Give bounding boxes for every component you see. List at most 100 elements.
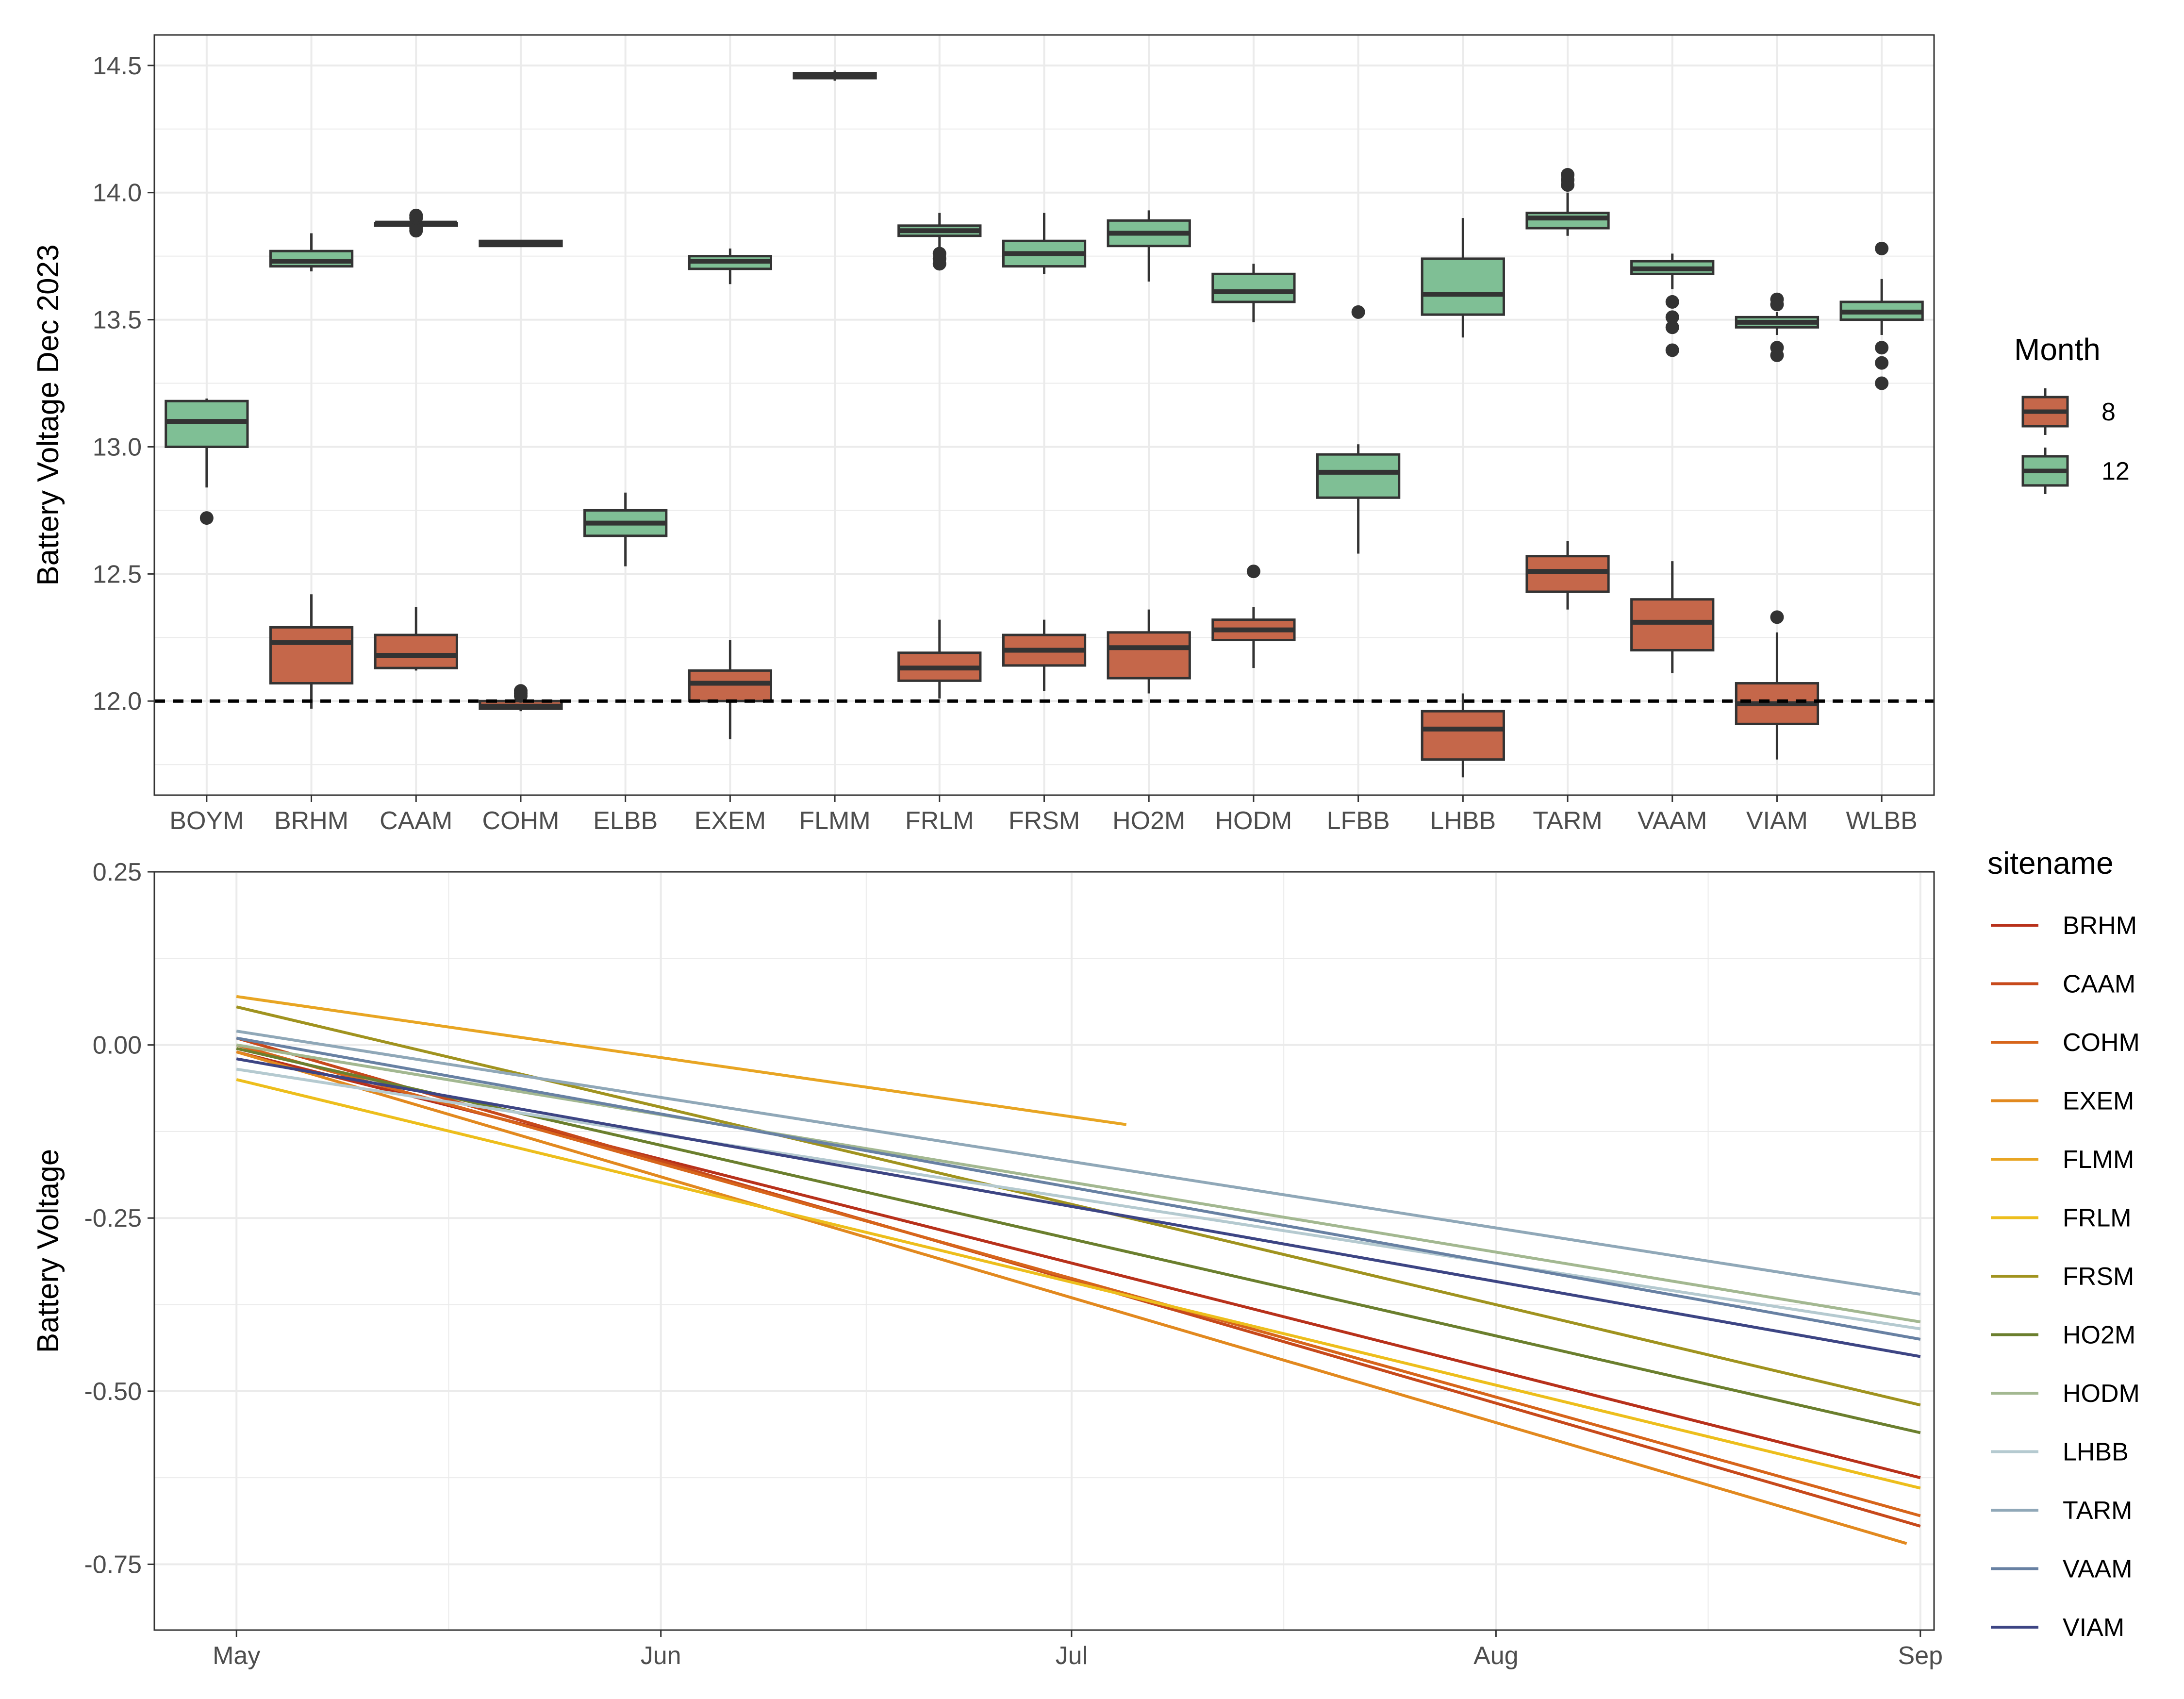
box-frlm-month-8 bbox=[897, 619, 982, 699]
x-tick-label-exem: EXEM bbox=[695, 807, 766, 835]
box-lfbb-month-12 bbox=[1316, 305, 1401, 554]
x-tick-label-elbb: ELBB bbox=[593, 807, 658, 835]
box-tarm-month-8 bbox=[1525, 541, 1610, 610]
x-tick-label-viam: VIAM bbox=[1746, 807, 1808, 835]
box-iqr bbox=[374, 633, 458, 669]
line-y-axis-title: Battery Voltage bbox=[32, 1149, 65, 1353]
box-iqr bbox=[1525, 212, 1610, 230]
outlier-point bbox=[1351, 305, 1365, 319]
box-iqr bbox=[1421, 710, 1505, 761]
series-line-frsm bbox=[236, 1005, 1921, 1407]
legend-label: FRSM bbox=[2063, 1263, 2134, 1291]
x-tick-label-brhm: BRHM bbox=[274, 807, 348, 835]
outlier-point bbox=[1770, 341, 1784, 355]
line-plot-area bbox=[154, 872, 1934, 1630]
box-vaam-month-12 bbox=[1630, 253, 1715, 357]
box-brhm-month-8 bbox=[269, 594, 354, 709]
legend-key-cohm: COHM bbox=[1991, 1029, 2140, 1057]
outlier-point bbox=[1246, 565, 1260, 579]
month-legend-title: Month bbox=[2014, 332, 2101, 367]
legend-label: CAAM bbox=[2063, 970, 2135, 999]
legend-key-flmm: FLMM bbox=[1991, 1146, 2134, 1174]
legend-key-exem: EXEM bbox=[1991, 1087, 2134, 1116]
box-ho2m-month-12 bbox=[1107, 210, 1191, 282]
y-tick-label: 14.5 bbox=[93, 52, 142, 80]
box-frsm-month-8 bbox=[1002, 619, 1087, 691]
y-tick-label: -0.50 bbox=[84, 1378, 142, 1406]
series-line-caam bbox=[236, 1036, 1921, 1528]
x-tick-label-wlbb: WLBB bbox=[1846, 807, 1917, 835]
legend-label: HO2M bbox=[2063, 1321, 2135, 1349]
box-frlm-month-12 bbox=[897, 213, 982, 271]
x-tick-label-lhbb: LHBB bbox=[1430, 807, 1496, 835]
line-y-axis-ticks: 0.25 0.00 -0.25 -0.50 -0.75 bbox=[84, 858, 154, 1579]
legend-key-month-8: 8 bbox=[2021, 388, 2116, 435]
outlier-point bbox=[1875, 241, 1889, 255]
x-tick-label-lfbb: LFBB bbox=[1327, 807, 1390, 835]
y-tick-label: 14.0 bbox=[93, 179, 142, 207]
y-tick-label: 13.5 bbox=[93, 306, 142, 334]
legend-key-month-12: 12 bbox=[2021, 448, 2130, 494]
box-exem-month-12 bbox=[688, 248, 773, 284]
outlier-point bbox=[1770, 292, 1784, 306]
box-ho2m-month-8 bbox=[1107, 609, 1191, 694]
month-legend: Month 8 12 bbox=[2014, 332, 2130, 494]
sitename-legend: sitename BRHM CAAM COHM EXEM FLMM FRLM FRSM HO2… bbox=[1987, 846, 2140, 1642]
box-iqr bbox=[269, 626, 354, 685]
legend-label: BRHM bbox=[2063, 912, 2137, 940]
box-elbb-month-12 bbox=[583, 492, 668, 566]
x-tick-label-jun: Jun bbox=[641, 1642, 681, 1670]
x-tick-label-ho2m: HO2M bbox=[1112, 807, 1185, 835]
legend-label: VIAM bbox=[2063, 1614, 2124, 1642]
legend-label: EXEM bbox=[2063, 1087, 2134, 1116]
outlier-point bbox=[1770, 610, 1784, 624]
box-iqr bbox=[1211, 272, 1296, 303]
legend-key-frsm: FRSM bbox=[1991, 1263, 2134, 1291]
x-tick-label-frlm: FRLM bbox=[905, 807, 974, 835]
box-tarm-month-12 bbox=[1525, 168, 1610, 236]
legend-key-hodm: HODM bbox=[1991, 1380, 2140, 1408]
boxplot-y-axis-ticks: 12.0 12.5 13.0 13.5 14.0 14.5 bbox=[93, 52, 154, 716]
boxplot-boxes bbox=[165, 70, 1924, 778]
legend-key-lhbb: LHBB bbox=[1991, 1438, 2129, 1466]
box-exem-month-8 bbox=[688, 640, 773, 739]
box-iqr bbox=[1316, 453, 1401, 499]
legend-label: VAAM bbox=[2063, 1555, 2133, 1583]
legend-label: LHBB bbox=[2063, 1438, 2129, 1466]
series-line-frlm bbox=[236, 1078, 1921, 1490]
series-line-hodm bbox=[236, 1043, 1921, 1324]
legend-label: 8 bbox=[2101, 398, 2116, 426]
y-tick-label: -0.75 bbox=[84, 1550, 142, 1579]
y-tick-label: -0.25 bbox=[84, 1204, 142, 1233]
series-line-viam bbox=[236, 1057, 1921, 1358]
box-caam-month-12 bbox=[374, 208, 458, 238]
series-line-lhbb bbox=[236, 1067, 1921, 1331]
box-cohm-month-12 bbox=[479, 239, 563, 248]
x-tick-label-aug: Aug bbox=[1473, 1642, 1519, 1670]
box-iqr bbox=[688, 669, 773, 702]
box-iqr bbox=[1630, 598, 1715, 651]
legend-key-caam: CAAM bbox=[1991, 970, 2135, 999]
box-wlbb-month-12 bbox=[1839, 241, 1924, 390]
box-iqr bbox=[1525, 555, 1610, 593]
x-tick-label-sep: Sep bbox=[1898, 1642, 1943, 1670]
outlier-point bbox=[1665, 310, 1679, 324]
line-x-axis-ticks: May Jun Jul Aug Sep bbox=[213, 1630, 1943, 1670]
outlier-point bbox=[1561, 168, 1575, 182]
x-tick-label-vaam: VAAM bbox=[1638, 807, 1707, 835]
x-tick-label-cohm: COHM bbox=[482, 807, 560, 835]
box-flmm-month-12 bbox=[793, 70, 877, 81]
box-hodm-month-8 bbox=[1211, 565, 1296, 668]
y-tick-label: 13.0 bbox=[93, 433, 142, 461]
x-tick-label-caam: CAAM bbox=[380, 807, 452, 835]
sitename-legend-title: sitename bbox=[1987, 846, 2114, 881]
legend-key-tarm: TARM bbox=[1991, 1497, 2132, 1525]
legend-label: HODM bbox=[2063, 1380, 2140, 1408]
box-hodm-month-12 bbox=[1211, 264, 1296, 322]
box-frsm-month-12 bbox=[1002, 213, 1087, 274]
sitename-legend-keys: BRHM CAAM COHM EXEM FLMM FRLM FRSM HO2M HODM LHBB… bbox=[1991, 912, 2140, 1642]
box-lhbb-month-8 bbox=[1421, 693, 1505, 778]
boxplot-y-axis-title: Battery Voltage Dec 2023 bbox=[32, 244, 65, 585]
box-viam-month-8 bbox=[1735, 610, 1820, 760]
